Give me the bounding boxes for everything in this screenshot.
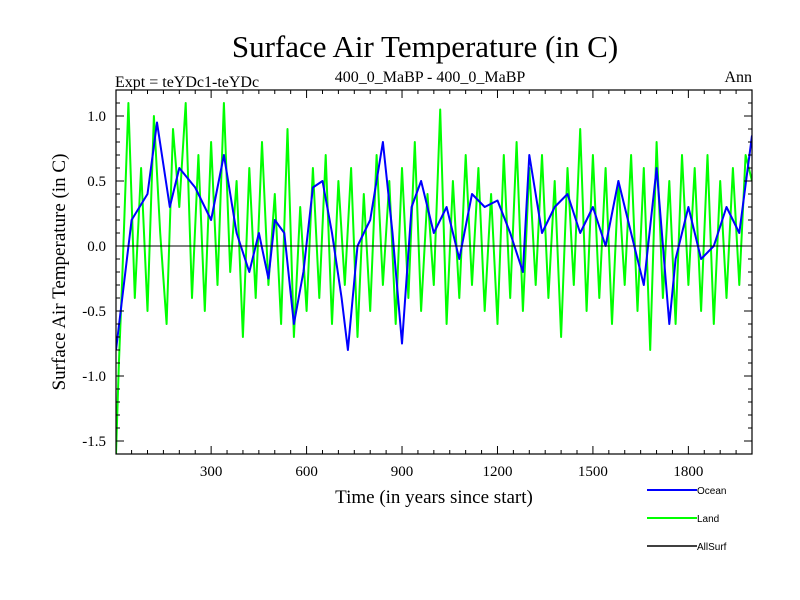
experiment-label: Expt = teYDc1-teYDc	[115, 74, 259, 91]
chart-title: Surface Air Temperature (in C)	[232, 29, 618, 64]
series-line-land	[116, 102, 752, 454]
season-label: Ann	[724, 69, 752, 86]
plot-area: 300 600 900 1200 1500 1800 1.0 0.5 0.0 -0.5 -1.0 -1…	[82, 89, 753, 480]
x-tick-label: 300	[200, 464, 223, 480]
period-label: 400_0_MaBP - 400_0_MaBP	[335, 69, 526, 86]
y-axis-label: Surface Air Temperature (in C)	[49, 154, 70, 391]
legend-label-allsurf: AllSurf	[697, 542, 727, 553]
y-tick-label: 0.0	[87, 239, 106, 255]
x-tick-label: 1800	[673, 464, 703, 480]
legend: Ocean Land AllSurf	[647, 486, 727, 553]
x-tick-label: 1500	[578, 464, 608, 480]
y-tick-label: 1.0	[87, 109, 106, 125]
legend-label-land: Land	[697, 514, 719, 525]
x-axis-label: Time (in years since start)	[335, 487, 533, 508]
x-tick-label: 1200	[482, 464, 512, 480]
x-tick-label: 600	[295, 464, 318, 480]
y-tick-label: -0.5	[82, 304, 106, 320]
y-tick-label: -1.0	[82, 369, 106, 385]
y-tick-label: 0.5	[87, 174, 106, 190]
legend-label-ocean: Ocean	[697, 486, 726, 497]
y-tick-label: -1.5	[82, 434, 106, 450]
x-tick-label: 900	[391, 464, 414, 480]
series-line-ocean	[116, 121, 752, 351]
